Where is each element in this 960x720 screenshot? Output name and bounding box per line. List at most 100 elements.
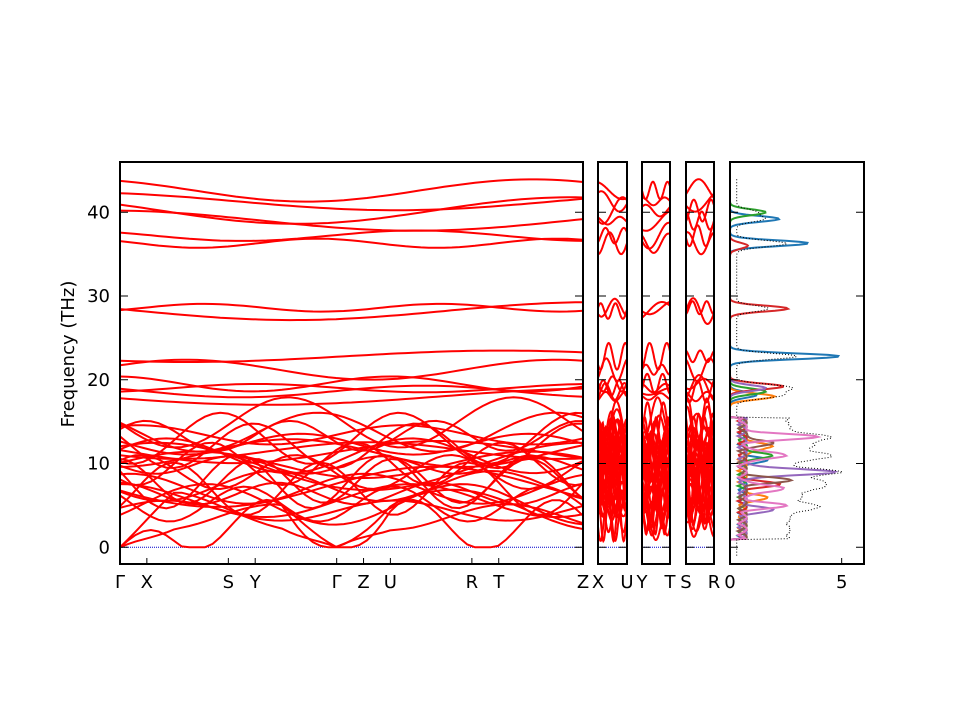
phonon-band [642, 372, 670, 395]
phonon-band [598, 231, 627, 256]
y-tick-label: 10 [87, 454, 110, 475]
phonon-band [598, 341, 627, 371]
panel-plot-area [598, 181, 627, 548]
phonon-band [642, 363, 670, 376]
phonon-band [120, 453, 583, 491]
phonon-band [120, 457, 583, 504]
phonon-band [686, 210, 714, 231]
phonon-band [642, 415, 670, 454]
phonon-band [642, 500, 670, 537]
x-tick-label: Z [357, 572, 369, 593]
x-tick-label: Y [636, 572, 649, 593]
phonon-band [598, 302, 627, 320]
x-tick-label: Y [249, 572, 262, 593]
x-tick-label: Γ [332, 572, 342, 593]
panel-frame [597, 161, 628, 565]
phonon-band [686, 357, 714, 382]
partial-dos-line [730, 178, 791, 556]
phonon-band [686, 224, 714, 248]
y-axis-label: Frequency (THz) [58, 281, 79, 428]
phonon-band [642, 460, 670, 511]
phonon-band [120, 301, 583, 322]
phonon-band [642, 341, 670, 371]
phonon-band [120, 432, 583, 456]
phonon-band [686, 377, 714, 390]
phonon-band [120, 465, 583, 508]
panel-frame [729, 161, 865, 565]
panel-frame [641, 161, 671, 565]
phonon-band [598, 400, 627, 444]
phonon-band [120, 349, 583, 363]
phonon-band [686, 198, 714, 223]
phonon-band [120, 196, 583, 225]
y-tick-label: 20 [87, 370, 110, 391]
phonon-band [642, 180, 670, 201]
phonon-band [120, 498, 583, 549]
panel-frame [119, 161, 584, 565]
y-tick-label: 0 [99, 537, 110, 558]
panel-plot-area [686, 178, 714, 548]
phonon-band [598, 390, 627, 403]
x-tick-label: T [664, 572, 677, 593]
phonon-band [120, 422, 583, 470]
panel-frame [685, 161, 715, 565]
phonon-band [120, 469, 583, 503]
phonon-band [642, 442, 670, 494]
x-tick-label: 0 [724, 572, 735, 593]
x-tick-label: S [680, 572, 691, 593]
x-tick-label: T [492, 572, 505, 593]
phonon-band [598, 215, 627, 226]
phonon-band [120, 358, 583, 381]
total-dos-line [736, 178, 844, 556]
phonon-band [598, 226, 627, 245]
phonon-band [598, 498, 627, 544]
x-tick-label: Z [577, 572, 589, 593]
phonon-band [642, 221, 670, 250]
phonon-band [686, 178, 714, 199]
phonon-band [120, 483, 583, 526]
phonon-band [686, 379, 714, 404]
phonon-band [120, 209, 583, 232]
y-tick-label: 40 [87, 202, 110, 223]
phonon-band [120, 455, 583, 475]
phonon-band [120, 411, 583, 465]
phonon-band [686, 297, 714, 326]
phonon-band [686, 300, 714, 316]
x-tick-label: R [708, 572, 721, 593]
phonon-band [120, 419, 583, 452]
panel-plot-area [642, 180, 670, 548]
phonon-band [120, 411, 583, 453]
phonon-band [642, 392, 670, 401]
phonon-band [642, 401, 670, 447]
phonon-band [642, 396, 670, 440]
phonon-band [598, 190, 627, 213]
phonon-band [598, 196, 627, 225]
phonon-band [642, 232, 670, 254]
panel-plot-area [120, 178, 583, 549]
x-tick-label: R [466, 572, 479, 593]
phonon-band [120, 192, 583, 212]
phonon-band [686, 349, 714, 364]
phonon-band [120, 481, 583, 506]
phonon-band [686, 397, 714, 451]
phonon-band [120, 302, 583, 313]
phonon-band [120, 396, 583, 449]
x-tick-label: 5 [836, 572, 847, 593]
partial-dos-line [730, 178, 778, 556]
phonon-band [120, 237, 583, 249]
phonon-band [120, 424, 583, 446]
phonon-band [598, 181, 627, 201]
phonon-band [598, 297, 627, 318]
x-tick-label: X [141, 572, 153, 593]
phonon-band [642, 300, 670, 316]
phonon-band [120, 387, 583, 406]
phonon-band [686, 193, 714, 213]
x-tick-label: U [384, 572, 397, 593]
panel-plot-area [730, 178, 844, 556]
